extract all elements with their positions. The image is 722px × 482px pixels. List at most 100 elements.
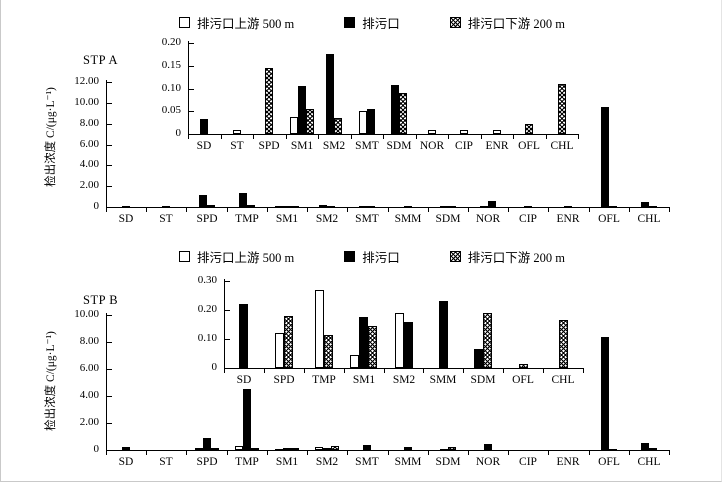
category-label: SMM (394, 456, 422, 468)
legend-item: 排污口下游 200 m (449, 247, 565, 266)
y-tick (189, 43, 194, 44)
bar-SM2 (334, 118, 342, 134)
bar-SM1 (350, 355, 359, 368)
x-tick (253, 135, 254, 139)
x-tick (428, 451, 429, 455)
bar-SDM (474, 349, 483, 368)
category-label: SM2 (322, 140, 346, 152)
bar-OFL (609, 449, 617, 451)
bar-TMP (324, 335, 333, 368)
x-tick (468, 208, 469, 212)
y-tick-label: 0.15 (161, 59, 181, 71)
y-tick (107, 103, 112, 104)
x-tick (388, 451, 389, 455)
bar-SPD (199, 195, 207, 207)
bar-NOR (484, 444, 492, 450)
category-label: SDM (435, 456, 461, 468)
x-tick (267, 208, 268, 212)
x-tick (583, 369, 584, 373)
legend-swatch-open-icon (179, 17, 190, 28)
bar-SM1 (283, 448, 291, 450)
bar-SM1 (291, 206, 299, 208)
bar-SD (122, 206, 130, 208)
bar-SPD (275, 333, 284, 368)
bar-SM1 (359, 317, 368, 368)
bar-SMM (404, 206, 412, 208)
y-tick-label: 4.00 (79, 158, 99, 170)
category-label: NOR (475, 213, 501, 225)
category-label: SDM (386, 140, 412, 152)
category-label: SDM (435, 213, 461, 225)
bar-TMP (239, 193, 247, 207)
bar-CHL (558, 84, 566, 134)
bar-CIP (460, 130, 468, 134)
category-label: OFL (512, 374, 534, 386)
y-tick-label: 10.00 (74, 96, 99, 108)
y-tick-label: 0.05 (161, 104, 181, 116)
y-tick (107, 396, 112, 397)
y-tick (107, 207, 112, 208)
bar-SD (200, 119, 208, 134)
category-label: SM1 (275, 213, 299, 225)
bar-SDM (448, 206, 456, 208)
bar-SPD (207, 205, 215, 207)
bar-ENR (493, 130, 501, 134)
legend-swatch-hatch-icon (449, 251, 461, 262)
bar-SMM (439, 301, 448, 368)
bar-CHL (649, 448, 657, 450)
x-tick (669, 451, 670, 455)
y-tick-label: 0 (93, 200, 100, 212)
x-tick (383, 135, 384, 139)
y-tick (107, 450, 112, 451)
bar-SDM (483, 313, 492, 368)
x-tick (351, 135, 352, 139)
x-tick (307, 208, 308, 212)
y-tick (107, 315, 112, 316)
y-tick (107, 423, 112, 424)
x-tick (508, 451, 509, 455)
y-axis (188, 41, 189, 135)
y-tick (225, 368, 230, 369)
x-tick (227, 451, 228, 455)
category-label: OFL (598, 456, 620, 468)
x-tick (264, 369, 265, 373)
y-tick (107, 186, 112, 187)
legend-item: 排污口下游 200 m (449, 13, 565, 32)
bar-SM2 (327, 206, 335, 208)
bar-SPD (195, 448, 203, 450)
y-axis (106, 313, 107, 451)
legend-label: 排污口下游 200 m (467, 251, 565, 265)
bar-ST (162, 206, 170, 208)
y-tick (189, 66, 194, 67)
category-label: SMM (394, 213, 422, 225)
category-label: CHL (550, 140, 574, 152)
y-tick (107, 145, 112, 146)
bar-OFL (601, 337, 609, 450)
x-tick (188, 135, 189, 139)
category-label: SD (118, 456, 134, 468)
legend-item: 排污口 (344, 13, 400, 32)
bar-SDM (440, 206, 448, 208)
x-axis (224, 368, 584, 369)
bar-SM2 (326, 54, 334, 134)
y-tick-label: 0.30 (197, 274, 217, 286)
x-tick (508, 208, 509, 212)
y-tick (225, 310, 230, 311)
bar-SDM (391, 85, 399, 134)
bar-NOR (480, 206, 488, 208)
bar-SPD (211, 448, 219, 450)
bar-OFL (519, 364, 528, 368)
category-label: TMP (312, 374, 336, 386)
x-tick (546, 135, 547, 139)
y-tick (107, 369, 112, 370)
category-label: CIP (455, 140, 473, 152)
category-label: ST (159, 213, 173, 225)
category-label: SPD (196, 213, 218, 225)
category-label: CHL (637, 213, 661, 225)
category-label: ST (159, 456, 173, 468)
x-tick (669, 208, 670, 212)
bar-SMM (404, 447, 412, 450)
x-tick (224, 369, 225, 373)
bar-SD (122, 447, 130, 450)
